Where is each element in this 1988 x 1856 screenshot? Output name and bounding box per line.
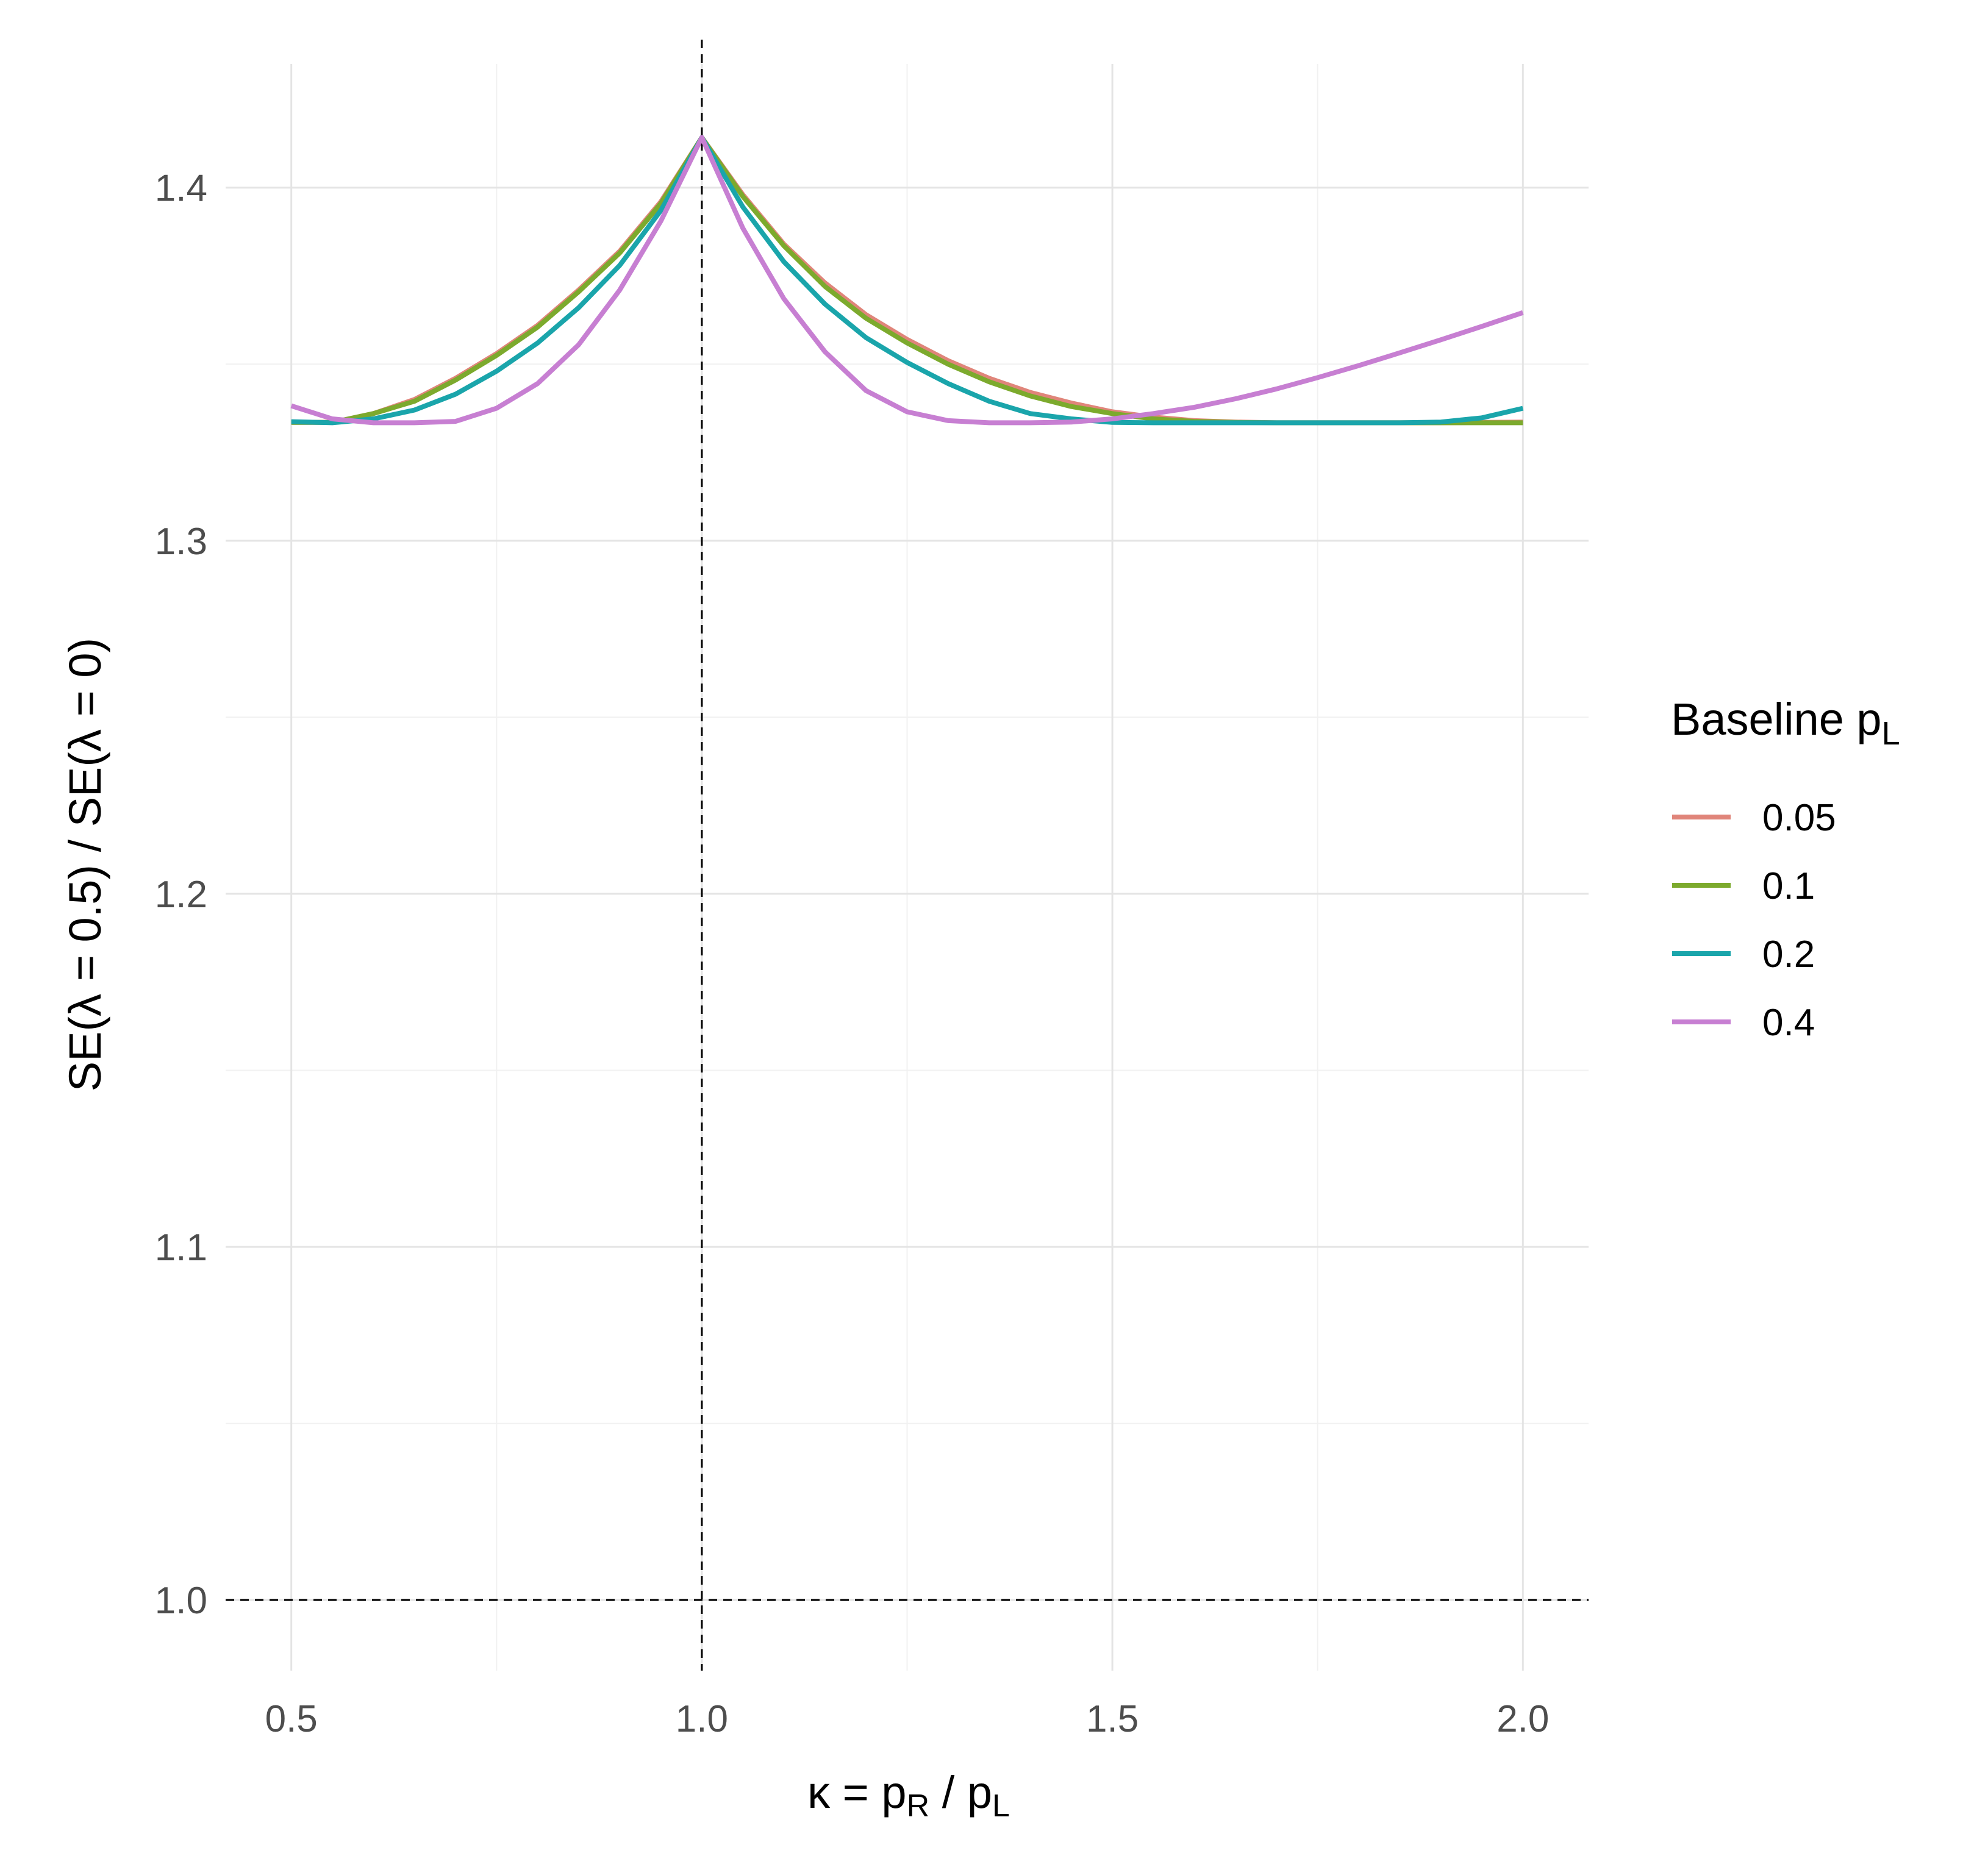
legend-title-base: Baseline p — [1671, 694, 1882, 744]
tick-labels: 0.5 1.0 1.5 2.0 1.0 1.1 1.2 1.3 1.4 — [155, 168, 1550, 1740]
x-axis-title-sub-l: L — [992, 1788, 1010, 1824]
legend-label-0.1: 0.1 — [1762, 865, 1815, 907]
x-axis-title: κ = pR / pL — [807, 1767, 1010, 1824]
x-axis-title-sub-r: R — [907, 1788, 930, 1824]
y-tick-label: 1.2 — [155, 874, 207, 916]
legend-item-0.4: 0.4 — [1672, 1002, 1815, 1044]
x-tick-label: 1.5 — [1086, 1698, 1139, 1740]
x-axis-title-base: κ = p — [807, 1767, 907, 1818]
y-axis-title: SE(λ = 0.5) / SE(λ = 0) — [60, 638, 110, 1091]
series-lines — [290, 135, 1524, 426]
legend-item-0.05: 0.05 — [1672, 797, 1836, 839]
y-tick-label: 1.1 — [155, 1227, 207, 1269]
y-tick-label: 1.3 — [155, 521, 207, 563]
legend-item-0.2: 0.2 — [1672, 933, 1815, 976]
series-line-0.2 — [291, 135, 1524, 426]
legend-label-0.4: 0.4 — [1762, 1002, 1815, 1044]
series-line-0.4 — [290, 135, 1524, 426]
x-tick-label: 0.5 — [265, 1698, 318, 1740]
legend-title: Baseline pL — [1671, 694, 1900, 752]
y-tick-label: 1.0 — [155, 1580, 207, 1622]
legend-title-sub: L — [1882, 715, 1900, 752]
reference-lines — [226, 40, 1589, 1671]
legend-items: 0.05 0.1 0.2 0.4 — [1672, 797, 1836, 1044]
legend-label-0.05: 0.05 — [1762, 797, 1836, 839]
legend: Baseline pL 0.05 0.1 0.2 0.4 — [1671, 694, 1900, 1044]
y-tick-label: 1.4 — [155, 168, 207, 210]
x-axis-title-slash: / p — [929, 1767, 992, 1818]
legend-item-0.1: 0.1 — [1672, 865, 1815, 907]
x-tick-label: 1.0 — [676, 1698, 728, 1740]
legend-label-0.2: 0.2 — [1762, 933, 1815, 976]
x-tick-label: 2.0 — [1496, 1698, 1549, 1740]
